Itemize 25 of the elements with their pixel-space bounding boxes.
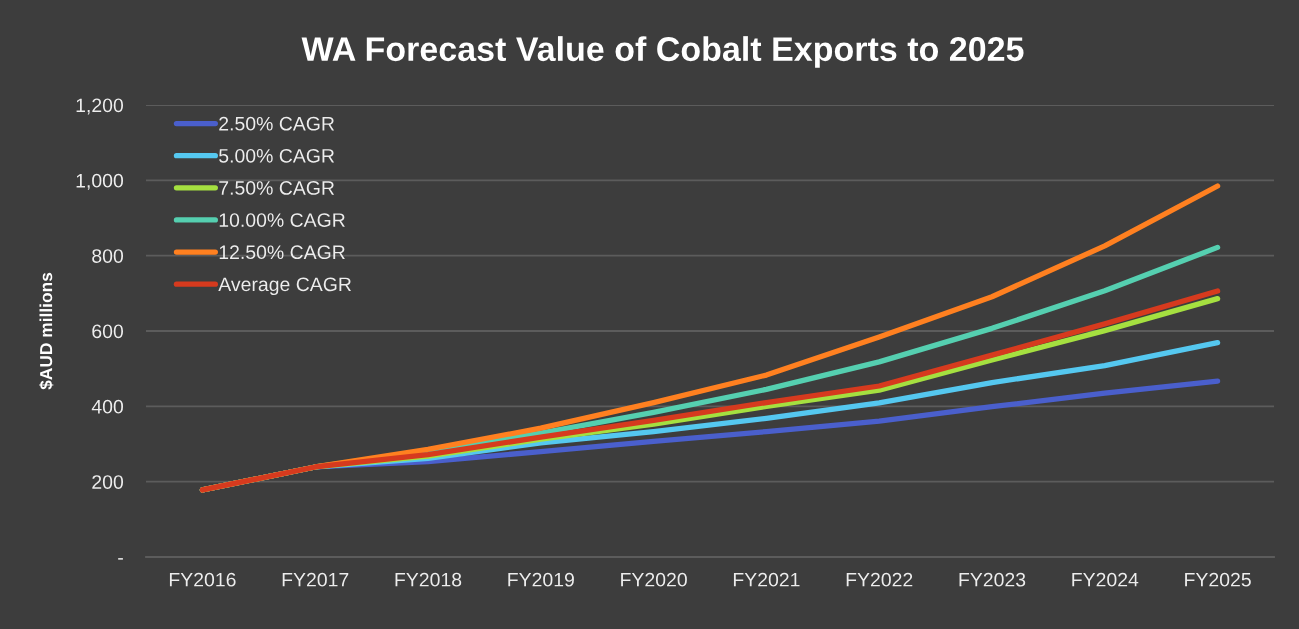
legend-label: Average CAGR bbox=[218, 277, 352, 296]
y-tick-label: 1,000 bbox=[76, 173, 124, 190]
legend-label: 12.50% CAGR bbox=[219, 245, 345, 260]
x-tick-label: FY2025 bbox=[1185, 572, 1251, 587]
legend-label: 7.50% CAGR bbox=[219, 181, 335, 195]
y-tick-label: 400 bbox=[91, 399, 124, 414]
x-tick-label: FY2019 bbox=[508, 572, 574, 587]
y-tick-label: 200 bbox=[92, 475, 124, 489]
chart-title: WA Forecast Value of Cobalt Exports to 2025 bbox=[301, 36, 1024, 68]
x-tick-label: FY2018 bbox=[395, 572, 462, 587]
x-tick-label: FY2024 bbox=[1072, 572, 1139, 587]
x-tick-label: FY2022 bbox=[846, 572, 913, 587]
x-tick-label: FY2017 bbox=[282, 572, 349, 587]
y-axis-title: $AUD millions bbox=[39, 272, 54, 390]
y-tick-label: 1,200 bbox=[76, 98, 124, 115]
y-tick-label: - bbox=[118, 558, 123, 560]
x-tick-label: FY2020 bbox=[621, 572, 687, 587]
legend-label: 10.00% CAGR bbox=[219, 213, 345, 227]
x-tick-label: FY2016 bbox=[169, 572, 236, 587]
y-tick-label: 800 bbox=[92, 249, 124, 263]
legend-label: 2.50% CAGR bbox=[219, 116, 335, 131]
x-tick-label: FY2023 bbox=[959, 572, 1026, 587]
x-tick-label: FY2021 bbox=[733, 572, 800, 587]
legend-label: 5.00% CAGR bbox=[219, 148, 335, 163]
y-tick-label: 600 bbox=[92, 324, 124, 339]
